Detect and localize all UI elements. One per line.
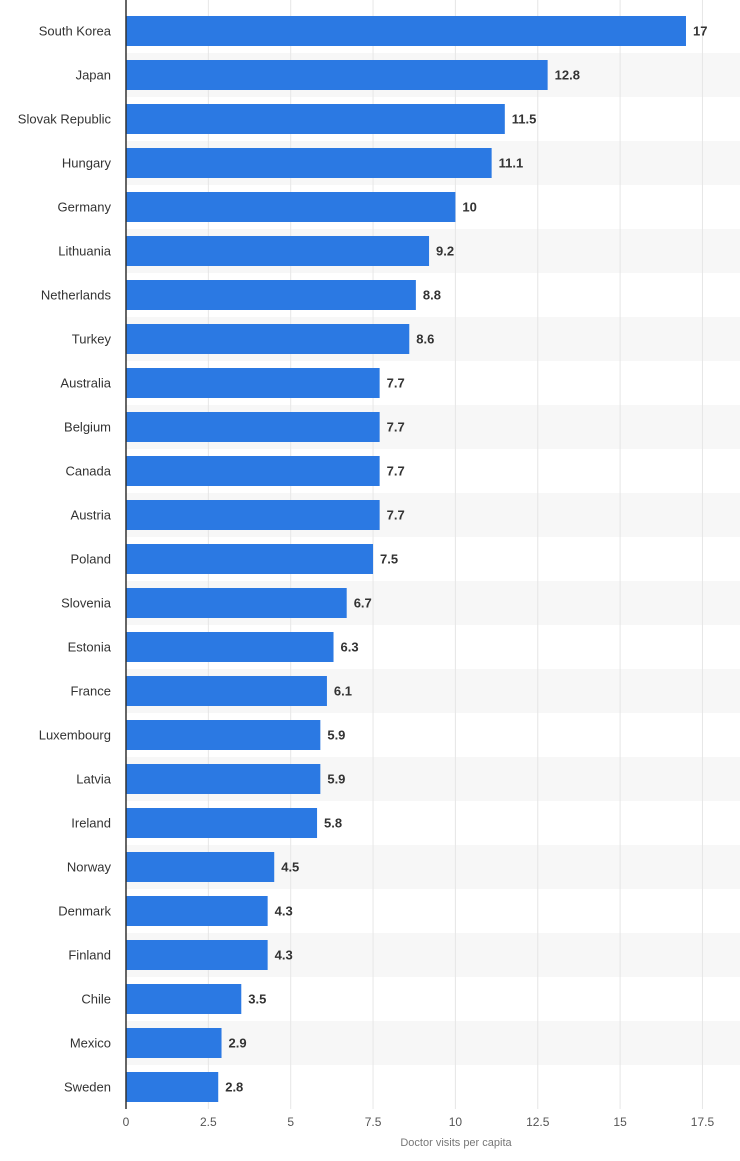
bar[interactable] — [126, 1028, 222, 1058]
category-label: Slovak Republic — [18, 112, 112, 127]
x-tick-label: 10 — [449, 1115, 463, 1129]
data-label: 11.5 — [512, 112, 537, 127]
category-label: Netherlands — [41, 288, 112, 303]
data-label: 11.1 — [499, 156, 524, 171]
category-labels: South Korea Japan Slovak Republic Hungary Ge… — [18, 24, 112, 1095]
category-label: Slovenia — [61, 596, 112, 611]
data-label: 4.3 — [275, 948, 293, 963]
data-label: 2.9 — [229, 1036, 247, 1051]
row-band — [126, 1021, 740, 1065]
data-label: 8.6 — [416, 332, 434, 347]
bar[interactable] — [126, 896, 268, 926]
category-label: Australia — [60, 376, 111, 391]
data-label: 5.8 — [324, 816, 342, 831]
bar[interactable] — [126, 984, 242, 1014]
category-label: Ireland — [71, 816, 111, 831]
data-label: 6.7 — [354, 596, 372, 611]
bar[interactable] — [126, 192, 456, 222]
data-label: 9.2 — [436, 244, 454, 259]
data-label: 7.5 — [380, 552, 398, 567]
category-label: Canada — [65, 464, 111, 479]
x-tick-label: 2.5 — [200, 1115, 217, 1129]
bar[interactable] — [126, 236, 430, 266]
bar[interactable] — [126, 544, 374, 574]
x-tick-label: 0 — [123, 1115, 130, 1129]
data-label: 6.1 — [334, 684, 352, 699]
data-label: 7.7 — [387, 464, 405, 479]
bar[interactable] — [126, 940, 268, 970]
category-label: Hungary — [62, 156, 112, 171]
x-axis-ticks: 0 2.5 5 7.5 10 12.5 15 17.5 — [123, 1115, 715, 1129]
category-label: Austria — [71, 508, 112, 523]
category-label: Latvia — [76, 772, 111, 787]
bar[interactable] — [126, 324, 410, 354]
category-label: Lithuania — [58, 244, 112, 259]
category-label: Germany — [58, 200, 112, 215]
bar[interactable] — [126, 500, 380, 530]
category-label: South Korea — [39, 24, 112, 39]
x-tick-label: 7.5 — [365, 1115, 382, 1129]
data-label: 6.3 — [341, 640, 359, 655]
data-label: 3.5 — [248, 992, 266, 1007]
category-label: France — [71, 684, 111, 699]
data-label: 2.8 — [225, 1080, 243, 1095]
x-tick-label: 17.5 — [691, 1115, 715, 1129]
category-label: Sweden — [64, 1080, 111, 1095]
category-label: Mexico — [70, 1036, 111, 1051]
x-axis-title: Doctor visits per capita — [400, 1137, 512, 1149]
x-tick-label: 15 — [613, 1115, 627, 1129]
data-label: 7.7 — [387, 376, 405, 391]
bar[interactable] — [126, 368, 380, 398]
category-label: Norway — [67, 860, 112, 875]
bar[interactable] — [126, 148, 492, 178]
bar[interactable] — [126, 632, 334, 662]
bar-series — [126, 16, 686, 1102]
data-label: 4.5 — [281, 860, 299, 875]
category-label: Belgium — [64, 420, 111, 435]
category-label: Japan — [76, 68, 111, 83]
x-tick-label: 5 — [287, 1115, 294, 1129]
bar[interactable] — [126, 104, 505, 134]
bar[interactable] — [126, 16, 686, 46]
bar[interactable] — [126, 808, 318, 838]
data-label: 7.7 — [387, 508, 405, 523]
data-label: 10 — [462, 200, 476, 215]
bar[interactable] — [126, 720, 321, 750]
bar[interactable] — [126, 764, 321, 794]
bar[interactable] — [126, 60, 548, 90]
data-label: 12.8 — [555, 68, 580, 83]
x-tick-label: 12.5 — [526, 1115, 550, 1129]
bar[interactable] — [126, 412, 380, 442]
category-label: Denmark — [58, 904, 111, 919]
bar[interactable] — [126, 588, 347, 618]
category-label: Chile — [81, 992, 111, 1007]
bar[interactable] — [126, 676, 327, 706]
category-label: Estonia — [68, 640, 112, 655]
data-label: 8.8 — [423, 288, 441, 303]
category-label: Finland — [68, 948, 111, 963]
category-label: Poland — [71, 552, 111, 567]
data-label: 5.9 — [327, 728, 345, 743]
category-label: Turkey — [72, 332, 112, 347]
data-label: 4.3 — [275, 904, 293, 919]
bar[interactable] — [126, 1072, 219, 1102]
value-labels: 17 12.8 11.5 11.1 10 9.2 8.8 8.6 7.7 7.7 7.7 7.7 7.5… — [225, 24, 707, 1095]
data-label: 5.9 — [327, 772, 345, 787]
data-label: 17 — [693, 24, 707, 39]
data-label: 7.7 — [387, 420, 405, 435]
bar[interactable] — [126, 280, 416, 310]
bar[interactable] — [126, 852, 275, 882]
bar[interactable] — [126, 456, 380, 486]
category-label: Luxembourg — [39, 728, 111, 743]
